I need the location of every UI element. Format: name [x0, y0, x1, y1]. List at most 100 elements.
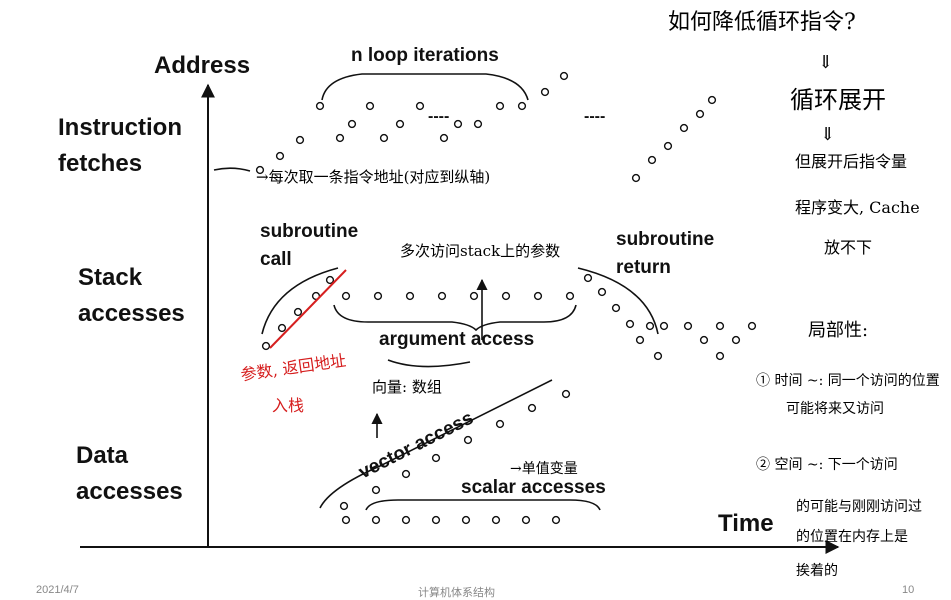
access-dot [565, 291, 575, 301]
footer-course: 计算机体系结构 [418, 587, 495, 599]
access-dot [715, 321, 725, 331]
access-dot [597, 287, 607, 297]
access-dot [405, 291, 415, 301]
access-dot [583, 273, 593, 283]
access-dot [277, 323, 287, 333]
handwritten-unroll-note-3: 放不下 [824, 238, 873, 257]
access-dot [365, 101, 375, 111]
access-dot [341, 291, 351, 301]
access-dot [527, 403, 537, 413]
access-dot [275, 151, 285, 161]
access-dot [663, 141, 673, 151]
access-dot [437, 291, 447, 301]
access-dot [561, 389, 571, 399]
access-dot [625, 319, 635, 329]
access-dot [715, 351, 725, 361]
access-dot [695, 109, 705, 119]
access-dot [463, 435, 473, 445]
gap-dashes-2: ---- [584, 108, 606, 125]
access-dot [473, 119, 483, 129]
access-dot [517, 101, 527, 111]
vector-curve [319, 379, 553, 509]
access-dot [645, 321, 655, 331]
access-dot [373, 291, 383, 301]
access-dots [255, 71, 757, 525]
handwritten-fetch-note: →每次取一条指令地址(对应到纵轴) [256, 168, 491, 186]
access-dot [453, 119, 463, 129]
access-dot [395, 119, 405, 129]
access-dot [495, 101, 505, 111]
access-dot [315, 101, 325, 111]
handwritten-spatial-1: ② 空间 ~: 下一个访问 [756, 457, 898, 473]
return-curve [577, 267, 659, 335]
argument-access-label: argument access [379, 329, 535, 350]
access-dot [631, 173, 641, 183]
row-label-data-accesses: Data accesses [76, 442, 183, 505]
row-label-instruction-fetches: Instruction fetches [58, 114, 182, 177]
access-dot [551, 515, 561, 525]
handwritten-push-note-2: 入栈 [272, 396, 305, 415]
access-dot [707, 95, 717, 105]
access-dot [341, 515, 351, 525]
scalar-brace [365, 499, 601, 511]
access-dot [611, 303, 621, 313]
handwritten-unroll-note-2: 程序变大, Cache [795, 198, 920, 217]
argument-brace [333, 304, 577, 332]
access-dot [659, 321, 669, 331]
loop-brace [321, 73, 529, 101]
access-dot [335, 133, 345, 143]
handwritten-spatial-3: 的位置在内存上是 [796, 529, 908, 545]
access-dot [339, 501, 349, 511]
access-dot [559, 71, 569, 81]
push-strike [269, 269, 347, 349]
handwritten-question: 如何降低循环指令? [668, 10, 856, 35]
access-dot [379, 133, 389, 143]
access-dot [401, 515, 411, 525]
handwritten-arrow-2: ⇓ [820, 124, 836, 145]
footer-page: 10 [902, 584, 915, 596]
handwritten-temporal-2: 可能将来又访问 [786, 401, 884, 417]
access-dot [261, 341, 271, 351]
access-dot [371, 485, 381, 495]
access-dot [647, 155, 657, 165]
handwritten-arrow-1: ⇓ [818, 52, 834, 73]
access-dot [679, 123, 689, 133]
access-dot [431, 515, 441, 525]
access-dot [415, 101, 425, 111]
scalar-accesses-label: scalar accesses [461, 477, 606, 498]
handwritten-loop-unroll: 循环展开 [790, 86, 886, 114]
handwritten-scalar-note: →单值变量 [510, 461, 578, 477]
access-dot [439, 133, 449, 143]
loop-iterations-label: n loop iterations [351, 45, 499, 66]
subroutine-call-label: subroutine call [260, 221, 359, 270]
access-dot [325, 275, 335, 285]
handwritten-vector-note: 向量: 数组 [372, 378, 442, 396]
access-dot [347, 119, 357, 129]
access-dot [683, 321, 693, 331]
gap-dashes-1: ---- [428, 108, 450, 125]
access-dot [255, 165, 265, 175]
handwritten-spatial-4: 挨着的 [796, 563, 838, 579]
footer-date: 2021/4/7 [36, 584, 79, 596]
access-dot [653, 351, 663, 361]
access-dot [295, 135, 305, 145]
y-axis-label: Address [154, 52, 251, 79]
access-dot [731, 335, 741, 345]
subroutine-return-label: subroutine return [616, 229, 715, 278]
call-curve [261, 267, 339, 335]
access-dot [699, 335, 709, 345]
access-dot [747, 321, 757, 331]
access-dot [431, 453, 441, 463]
access-dot [501, 291, 511, 301]
access-dot [371, 515, 381, 525]
handwritten-locality-title: 局部性: [808, 320, 869, 341]
access-dot [401, 469, 411, 479]
handwritten-stack-note: 多次访问stack上的参数 [400, 242, 561, 260]
x-axis-label: Time [718, 510, 774, 537]
access-dot [495, 419, 505, 429]
access-dot [533, 291, 543, 301]
argument-underline [387, 359, 471, 368]
access-dot [469, 291, 479, 301]
handwritten-unroll-note-1: 但展开后指令量 [795, 152, 908, 171]
